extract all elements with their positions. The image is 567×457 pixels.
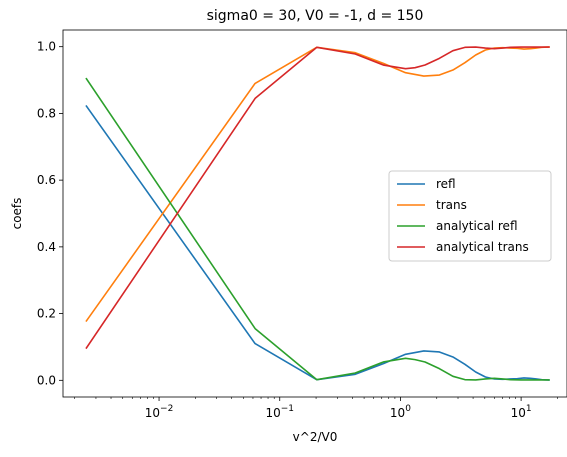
series-line-analytical-refl	[85, 77, 550, 381]
x-tick-label: 101	[511, 404, 532, 420]
x-tick-label: 10−1	[265, 404, 294, 420]
x-tick-label: 10−2	[145, 404, 174, 420]
legend-label: refl	[436, 177, 456, 191]
y-axis-label: coefs	[10, 198, 24, 230]
legend-box	[388, 170, 552, 262]
plot-frame	[62, 29, 567, 398]
series-line-refl	[85, 104, 550, 381]
y-tick-label: 1.0	[37, 40, 56, 54]
y-tick-label: 0.8	[37, 106, 56, 120]
plot-lines	[85, 46, 550, 381]
x-axis-ticks: 10−2 10−1 100 101	[74, 397, 558, 420]
legend: refl trans analytical refl analytical trans	[388, 170, 552, 262]
legend-label: analytical refl	[436, 219, 518, 233]
legend-label: analytical trans	[436, 240, 529, 254]
legend-items: refl trans analytical refl analytical trans	[397, 177, 529, 254]
series-line-analytical-trans	[85, 46, 550, 350]
y-tick-label: 0.6	[37, 173, 56, 187]
chart-title: sigma0 = 30, V0 = -1, d = 150	[207, 8, 424, 24]
y-tick-label: 0.2	[37, 307, 56, 321]
y-axis-ticks: 0.0 0.2 0.4 0.6 0.8 1.0	[37, 40, 63, 387]
series-line-trans	[85, 46, 550, 323]
x-tick-label: 100	[390, 404, 411, 420]
y-tick-label: 0.0	[37, 373, 56, 387]
y-tick-label: 0.4	[37, 240, 56, 254]
x-axis-label: v^2/V0	[293, 430, 338, 444]
legend-label: trans	[436, 198, 467, 212]
